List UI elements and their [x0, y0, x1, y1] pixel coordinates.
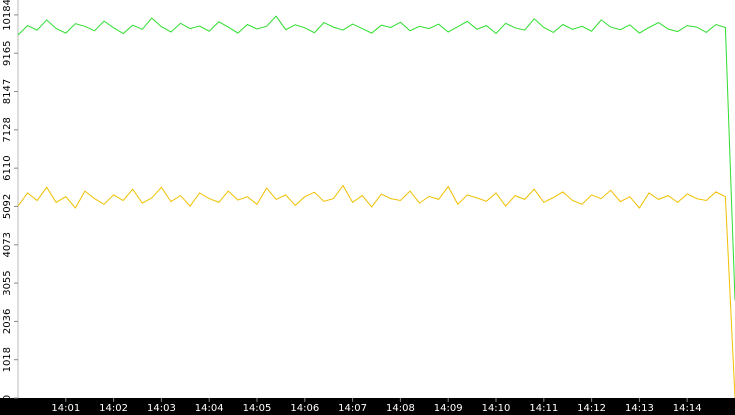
y-tick-label: 10184 [2, 0, 13, 31]
x-tick-label: 14:02 [99, 403, 128, 414]
y-tick-label: 2036 [2, 309, 13, 334]
x-tick-label: 14:05 [243, 403, 272, 414]
y-tick-label: 8147 [2, 79, 13, 104]
y-tick-label: 6110 [2, 155, 13, 180]
y-tick-label: 9165 [2, 41, 13, 66]
y-tick-label: 4073 [2, 232, 13, 257]
series-line [17, 184, 735, 399]
x-tick-label: 14:11 [529, 403, 558, 414]
series-line [17, 15, 735, 301]
y-tick-label: 0 [2, 395, 13, 401]
y-tick-label: 3055 [2, 270, 13, 295]
x-tick-label: 14:07 [338, 403, 367, 414]
x-tick-label: 14:06 [290, 403, 319, 414]
x-tick-label: 14:10 [482, 403, 511, 414]
x-tick-label: 14:04 [195, 403, 224, 414]
y-tick-label: 1018 [2, 347, 13, 372]
x-tick-label: 14:08 [386, 403, 415, 414]
x-tick-label: 14:09 [434, 403, 463, 414]
x-tick-label: 14:03 [147, 403, 176, 414]
y-tick-label: 5092 [2, 194, 13, 219]
x-tick-label: 14:13 [625, 403, 654, 414]
x-axis-bar [0, 398, 735, 415]
x-tick-label: 14:14 [673, 403, 702, 414]
y-tick-label: 7128 [2, 117, 13, 142]
x-tick-label: 14:01 [51, 403, 80, 414]
x-tick-label: 14:12 [577, 403, 606, 414]
